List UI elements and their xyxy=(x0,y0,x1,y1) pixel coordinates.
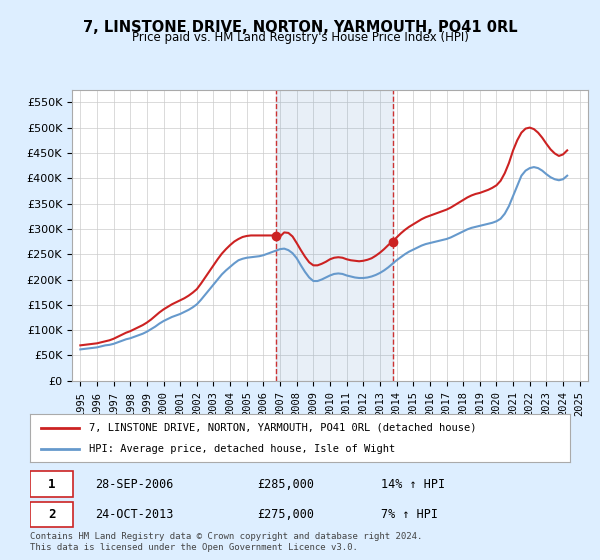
FancyBboxPatch shape xyxy=(30,502,73,528)
Text: Contains HM Land Registry data © Crown copyright and database right 2024.
This d: Contains HM Land Registry data © Crown c… xyxy=(30,532,422,552)
Text: £285,000: £285,000 xyxy=(257,478,314,491)
Text: 7, LINSTONE DRIVE, NORTON, YARMOUTH, PO41 0RL: 7, LINSTONE DRIVE, NORTON, YARMOUTH, PO4… xyxy=(83,20,517,35)
Text: £275,000: £275,000 xyxy=(257,508,314,521)
Text: 7, LINSTONE DRIVE, NORTON, YARMOUTH, PO41 0RL (detached house): 7, LINSTONE DRIVE, NORTON, YARMOUTH, PO4… xyxy=(89,423,477,433)
Text: 2: 2 xyxy=(48,508,55,521)
Text: HPI: Average price, detached house, Isle of Wight: HPI: Average price, detached house, Isle… xyxy=(89,444,395,454)
Text: 28-SEP-2006: 28-SEP-2006 xyxy=(95,478,173,491)
FancyBboxPatch shape xyxy=(30,472,73,497)
Text: 14% ↑ HPI: 14% ↑ HPI xyxy=(381,478,445,491)
Text: 1: 1 xyxy=(48,478,55,491)
Text: Price paid vs. HM Land Registry's House Price Index (HPI): Price paid vs. HM Land Registry's House … xyxy=(131,31,469,44)
Text: 7% ↑ HPI: 7% ↑ HPI xyxy=(381,508,438,521)
Text: 24-OCT-2013: 24-OCT-2013 xyxy=(95,508,173,521)
Bar xyxy=(276,90,393,381)
